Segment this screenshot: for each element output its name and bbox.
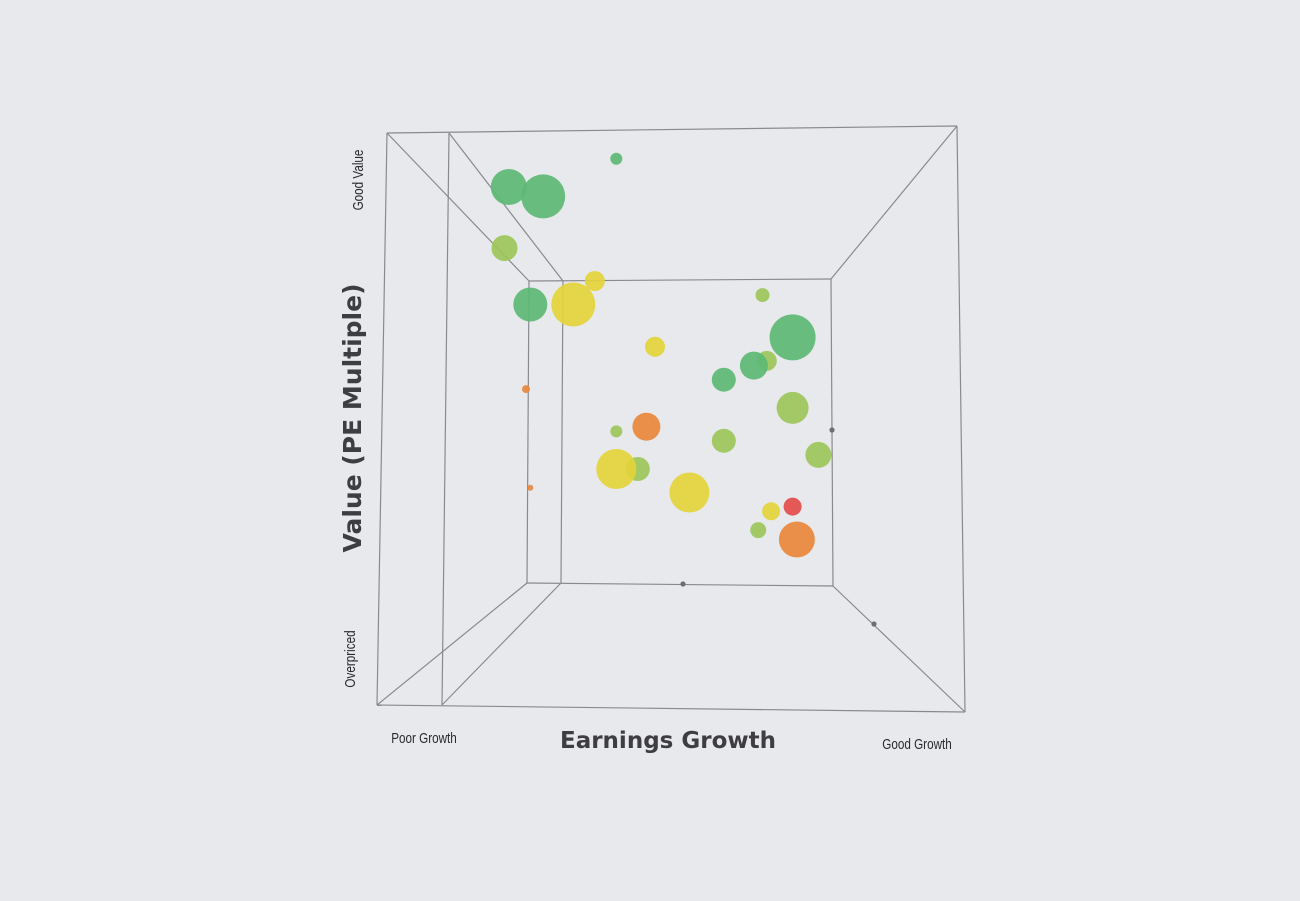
box-outer-left-edge	[376, 132, 388, 706]
data-point-bubble[interactable]	[669, 472, 710, 513]
data-point-bubble[interactable]	[551, 282, 596, 327]
box-outer-right-edge	[956, 125, 966, 713]
box-inner-left-edge	[526, 280, 530, 584]
data-point-bubble[interactable]	[778, 521, 815, 558]
box-depth-edge-bottom-left	[376, 582, 528, 706]
y-end-label-overpriced: Overpriced	[342, 630, 359, 687]
data-point-bubble[interactable]	[491, 235, 518, 262]
y-axis-title: Value (PE Multiple)	[338, 283, 367, 552]
chart-box-frame	[376, 125, 966, 713]
data-point-bubble[interactable]	[783, 497, 802, 516]
data-point-bubble[interactable]	[490, 169, 527, 205]
frame-tick-dot	[680, 581, 686, 587]
data-point-bubble[interactable]	[521, 174, 566, 219]
y-end-label-good-value: Good Value	[350, 150, 367, 211]
x-end-label-good-growth: Good Growth	[882, 736, 952, 753]
data-point-bubble[interactable]	[513, 287, 548, 322]
box-outer-top-edge	[386, 125, 958, 134]
data-point-bubble[interactable]	[755, 288, 770, 303]
data-point-bubble[interactable]	[805, 441, 832, 468]
data-point-bubble[interactable]	[632, 412, 661, 441]
box-inner-top-edge	[528, 278, 832, 282]
data-point-bubble[interactable]	[596, 449, 637, 489]
data-point-bubble[interactable]	[645, 336, 665, 357]
data-point-bubble[interactable]	[711, 367, 736, 392]
data-point-bubble[interactable]	[769, 314, 816, 361]
x-end-label-poor-growth: Poor Growth	[391, 730, 457, 747]
box-outer-bottom-edge	[376, 704, 966, 713]
box-side-plane-back-edge	[560, 280, 564, 584]
data-point-bubble[interactable]	[776, 391, 809, 424]
data-point-bubble[interactable]	[527, 484, 534, 491]
data-point-bubble[interactable]	[750, 522, 767, 539]
data-point-bubble[interactable]	[584, 271, 605, 291]
box-depth-edge-top-right	[830, 125, 958, 280]
x-axis-title: Earnings Growth	[560, 728, 776, 754]
data-point-bubble[interactable]	[522, 385, 530, 394]
data-point-bubble[interactable]	[739, 351, 768, 380]
box-depth-edge-bottom-right	[832, 585, 966, 713]
box-inner-bottom-edge	[526, 582, 834, 587]
box-side-plane-front-edge	[441, 132, 450, 706]
data-points	[490, 152, 832, 558]
data-point-bubble[interactable]	[610, 152, 623, 165]
box-side-plane-bottom-edge	[441, 582, 562, 706]
data-point-bubble[interactable]	[610, 425, 623, 438]
frame-tick-dot	[871, 621, 877, 627]
frame-tick-dot	[829, 427, 835, 433]
box-side-plane-top-edge	[448, 132, 564, 282]
data-point-bubble[interactable]	[711, 428, 736, 453]
data-point-bubble[interactable]	[762, 502, 781, 521]
